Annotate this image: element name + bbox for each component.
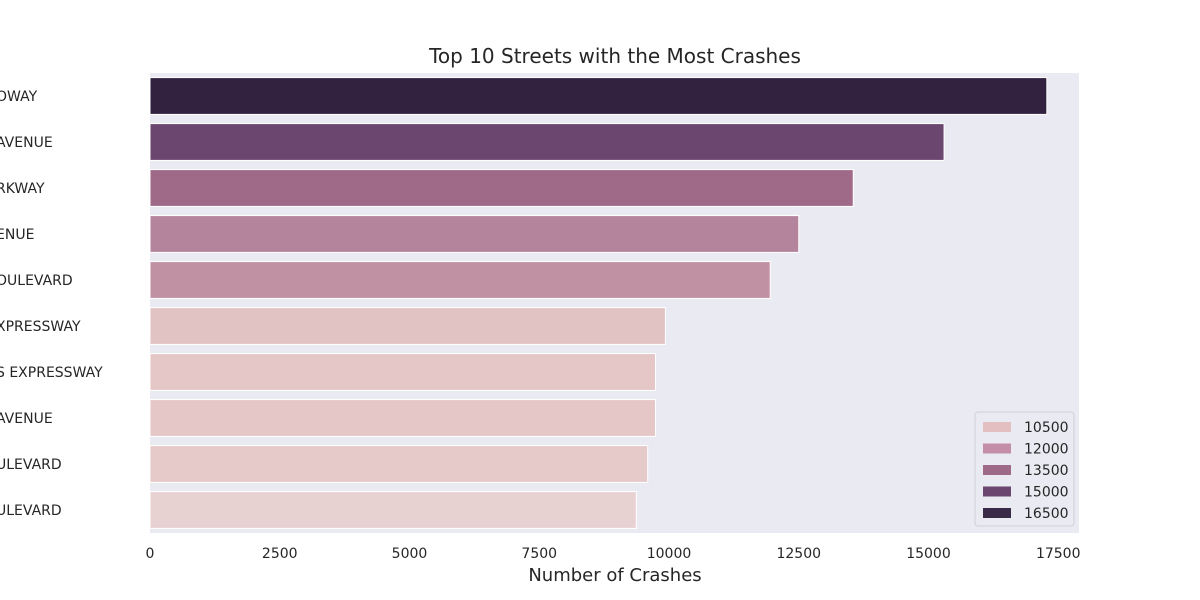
x-tick-label: 2500 bbox=[262, 546, 298, 562]
bar-1 bbox=[149, 77, 1048, 115]
y-tick-label: XPRESSWAY bbox=[0, 319, 81, 335]
bar-5 bbox=[149, 261, 771, 299]
x-tick-label: 12500 bbox=[776, 546, 821, 562]
y-tick-label: RKWAY bbox=[0, 181, 45, 197]
bar-10 bbox=[149, 491, 637, 529]
x-tick-label: 7500 bbox=[521, 546, 557, 562]
legend-swatch bbox=[983, 465, 1011, 475]
x-tick-label: 15000 bbox=[906, 546, 951, 562]
y-tick-label: S EXPRESSWAY bbox=[0, 365, 103, 381]
y-tick-label: AVENUE bbox=[0, 411, 53, 427]
bar-6 bbox=[149, 307, 666, 345]
x-tick-label: 17500 bbox=[1036, 546, 1081, 562]
bars-group bbox=[149, 77, 1048, 529]
y-tick-label: OWAY bbox=[0, 89, 38, 105]
bar-9 bbox=[149, 445, 649, 483]
y-tick-label: ENUE bbox=[0, 227, 34, 243]
y-tick-label: OULEVARD bbox=[0, 273, 73, 289]
legend-swatch bbox=[983, 508, 1011, 518]
legend-swatch bbox=[983, 422, 1011, 432]
legend-label: 12000 bbox=[1024, 442, 1069, 458]
bar-4 bbox=[149, 215, 800, 253]
legend-frame bbox=[974, 411, 1075, 527]
y-tick-labels: OWAY AVENUE RKWAY ENUE OULEVARD XPRESSWAY S E… bbox=[0, 89, 103, 519]
chart-title: Top 10 Streets with the Most Crashes bbox=[428, 44, 801, 68]
legend-label: 15000 bbox=[1024, 485, 1069, 501]
legend: 10500 12000 13500 15000 16500 bbox=[974, 411, 1075, 527]
legend-swatch bbox=[983, 443, 1011, 454]
x-tick-label: 5000 bbox=[392, 546, 428, 562]
x-tick-label: 0 bbox=[146, 546, 155, 562]
legend-label: 10500 bbox=[1024, 420, 1069, 436]
legend-swatch bbox=[983, 486, 1011, 497]
y-tick-label: ULEVARD bbox=[0, 457, 62, 473]
legend-label: 16500 bbox=[1024, 506, 1069, 522]
bar-2 bbox=[149, 123, 945, 161]
bar-3 bbox=[149, 169, 854, 207]
y-tick-label: AVENUE bbox=[0, 135, 53, 151]
bar-7 bbox=[149, 353, 657, 391]
x-tick-label: 10000 bbox=[647, 546, 692, 562]
x-tick-labels: 0 2500 5000 7500 10000 12500 15000 17500 bbox=[146, 546, 1081, 562]
bar-8 bbox=[149, 399, 657, 437]
x-axis-label: Number of Crashes bbox=[528, 565, 701, 586]
y-tick-label: ULEVARD bbox=[0, 503, 62, 519]
legend-label: 13500 bbox=[1024, 463, 1069, 479]
